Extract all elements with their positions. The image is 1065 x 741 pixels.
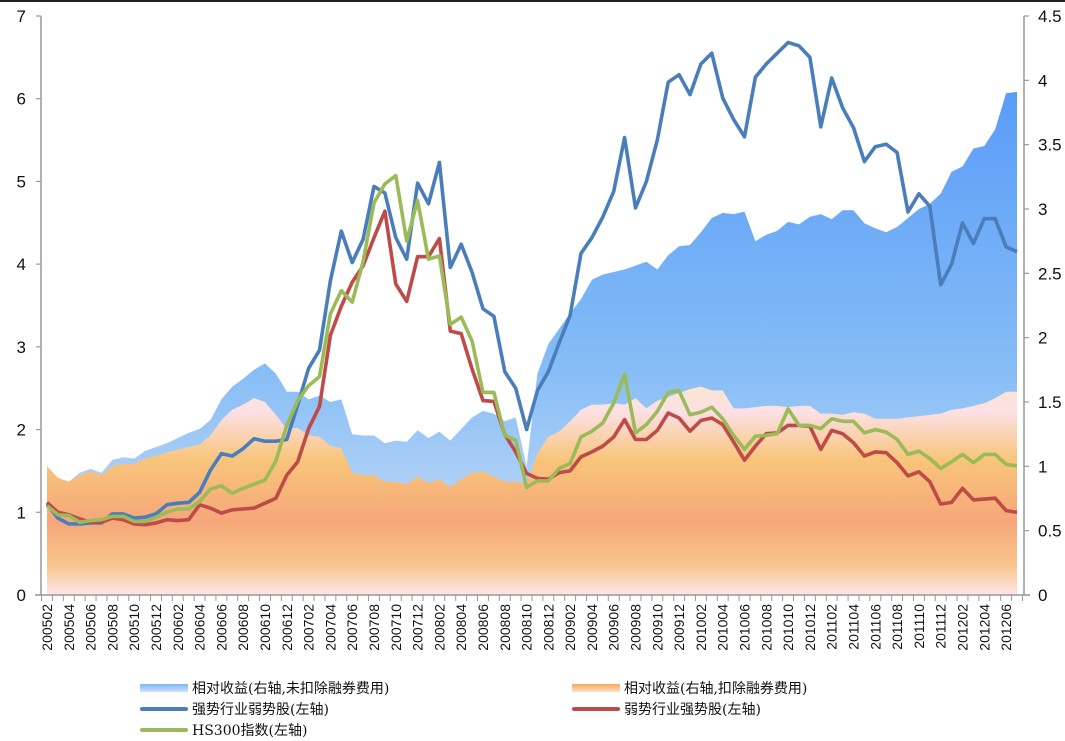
legend-label: 弱势行业强势股(左轴) <box>624 702 761 718</box>
left-axis-tick-label: 3 <box>17 338 26 357</box>
x-axis-tick-label: 201104 <box>846 604 862 650</box>
right-axis-tick-label: 3 <box>1038 200 1047 219</box>
x-axis-tick-label: 200804 <box>453 604 469 651</box>
x-axis-tick-label: 200710 <box>388 604 404 651</box>
x-axis-tick-label: 200808 <box>497 604 513 651</box>
x-axis-tick-label: 200504 <box>61 604 77 651</box>
x-axis-tick-label: 201010 <box>780 604 796 651</box>
x-axis-tick-label: 200612 <box>279 604 295 651</box>
x-axis-tick-label: 201110 <box>911 604 927 649</box>
legend-item-weak-industry-strong-stock: 弱势行业强势股(左轴) <box>572 699 761 719</box>
x-axis-tick-label: 200806 <box>475 604 491 651</box>
legend-item-relative-return-gross: 相对收益(右轴,未扣除融券费用) <box>140 678 389 698</box>
right-axis-tick-label: 4.5 <box>1038 7 1062 26</box>
line-layer <box>45 40 1018 527</box>
line-hs300 <box>45 173 1018 524</box>
x-axis-tick-label: 200810 <box>519 604 535 651</box>
right-axis-tick-label: 3.5 <box>1038 136 1062 155</box>
x-axis-tick-label: 200602 <box>170 604 186 651</box>
x-axis-tick-label: 200902 <box>562 604 578 651</box>
x-axis-tick-label: 201102 <box>824 604 840 650</box>
line-weak-industry-strong-stock <box>45 209 1018 527</box>
x-axis-tick-label: 200802 <box>431 604 447 651</box>
x-axis-tick-label: 200604 <box>192 604 208 651</box>
x-axis-tick-label: 200910 <box>649 604 665 651</box>
x-axis-tick-label: 200904 <box>584 604 600 651</box>
x-axis-tick-label: 200606 <box>213 604 229 651</box>
area-layer <box>47 91 1017 596</box>
x-axis-tick-label: 201002 <box>693 604 709 651</box>
x-axis-tick-label: 200708 <box>366 604 382 651</box>
x-axis-tick-label: 200912 <box>671 604 687 651</box>
left-axis-tick-label: 0 <box>17 586 26 605</box>
legend-label: 强势行业弱势股(左轴) <box>192 702 329 718</box>
x-axis-tick-label: 201206 <box>998 604 1014 651</box>
x-axis-tick-label: 201004 <box>715 604 731 651</box>
chart-legend: 相对收益(右轴,未扣除融券费用) 相对收益(右轴,扣除融券费用) 强势行业弱势股… <box>140 678 1040 741</box>
right-axis-tick-label: 2 <box>1038 329 1047 348</box>
line-strong-industry-weak-stock <box>45 40 1018 526</box>
legend-swatch-orange-area <box>572 684 620 692</box>
x-axis-tick-label: 200508 <box>104 604 120 651</box>
x-axis-tick-label: 200506 <box>83 604 99 651</box>
left-axis-tick-label: 7 <box>17 7 26 26</box>
x-axis-tick-label: 200812 <box>540 604 556 651</box>
x-axis-tick-label: 200706 <box>344 604 360 651</box>
x-axis-tick-label: 201012 <box>802 604 818 651</box>
x-axis-tick-label: 201106 <box>867 604 883 650</box>
right-axis-tick-label: 0 <box>1038 586 1047 605</box>
x-axis-tick-label: 200502 <box>39 604 55 651</box>
right-axis-tick-label: 4 <box>1038 71 1047 90</box>
x-axis-tick-label: 200510 <box>126 604 142 651</box>
x-axis-tick-label: 200702 <box>301 604 317 651</box>
x-axis-tick-label: 201204 <box>976 604 992 651</box>
axes-layer: 0 1 2 3 4 5 6 7 0 0.5 1 1.5 2 2.5 3 3.5 4 4.5 200502 200504… <box>17 7 1062 651</box>
x-axis-tick-label: 200610 <box>257 604 273 651</box>
x-axis-tick-label: 200512 <box>148 604 164 651</box>
legend-item-relative-return-net: 相对收益(右轴,扣除融券费用) <box>572 678 807 698</box>
legend-item-strong-industry-weak-stock: 强势行业弱势股(左轴) <box>140 699 329 719</box>
x-axis-tick-label: 200908 <box>628 604 644 651</box>
x-axis-tick-label: 201008 <box>758 604 774 651</box>
x-axis-tick-label: 201108 <box>889 604 905 650</box>
x-axis-tick-label: 201112 <box>933 604 949 649</box>
x-axis-tick-label: 200608 <box>235 604 251 651</box>
x-axis-tick-label: 200906 <box>606 604 622 651</box>
x-axis-tick-label: 200704 <box>322 604 338 651</box>
x-axis-tick-label: 201202 <box>955 604 971 651</box>
right-axis-tick-label: 2.5 <box>1038 264 1062 283</box>
left-axis-tick-label: 4 <box>17 255 26 274</box>
x-axis-tick-label: 200712 <box>410 604 426 651</box>
legend-swatch-red-line <box>572 707 620 711</box>
left-axis-tick-label: 1 <box>17 503 26 522</box>
legend-label: 相对收益(右轴,扣除融券费用) <box>624 681 808 697</box>
left-axis-tick-label: 2 <box>17 421 26 440</box>
right-axis-tick-label: 1.5 <box>1038 393 1062 412</box>
legend-swatch-blue-line <box>140 707 188 711</box>
legend-label: HS300指数(左轴) <box>192 723 308 739</box>
legend-item-hs300: HS300指数(左轴) <box>140 720 307 740</box>
legend-label: 相对收益(右轴,未扣除融券费用) <box>192 681 390 697</box>
top-border-line <box>0 0 1065 2</box>
right-axis-tick-label: 0.5 <box>1038 522 1062 541</box>
right-axis-tick-label: 1 <box>1038 457 1047 476</box>
legend-swatch-green-line <box>140 728 188 732</box>
left-axis-tick-label: 5 <box>17 172 26 191</box>
x-axis-tick-label: 201006 <box>737 604 753 651</box>
left-axis-tick-label: 6 <box>17 90 26 109</box>
legend-swatch-blue-area <box>140 684 188 692</box>
area-relative-return-net <box>47 386 1017 595</box>
